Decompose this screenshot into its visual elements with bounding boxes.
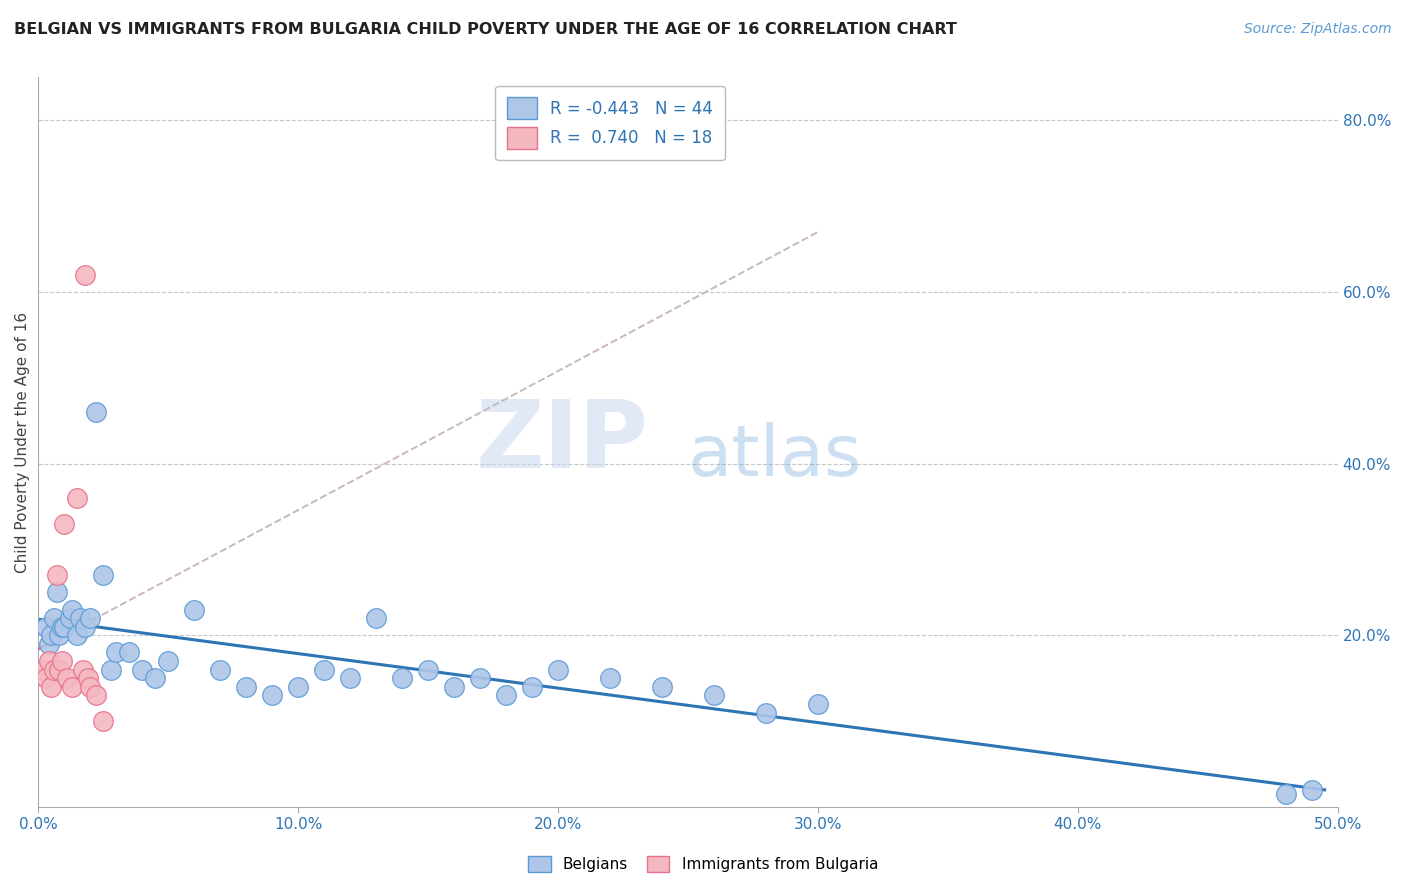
Point	[53, 620, 76, 634]
Point	[91, 714, 114, 728]
Point	[339, 671, 361, 685]
Point	[60, 602, 83, 616]
Point	[75, 620, 97, 634]
Point	[755, 706, 778, 720]
Point	[105, 645, 128, 659]
Point	[75, 268, 97, 282]
Point	[35, 620, 58, 634]
Point	[651, 680, 673, 694]
Point	[520, 680, 543, 694]
Y-axis label: Child Poverty Under the Age of 16: Child Poverty Under the Age of 16	[15, 311, 30, 573]
Point	[209, 663, 232, 677]
Point	[42, 611, 65, 625]
Point	[495, 689, 517, 703]
Point	[38, 637, 60, 651]
Point	[807, 697, 830, 711]
Point	[53, 516, 76, 531]
Point	[56, 671, 79, 685]
Point	[118, 645, 141, 659]
Point	[416, 663, 439, 677]
Point	[41, 628, 63, 642]
Point	[72, 663, 94, 677]
Point	[703, 689, 725, 703]
Point	[79, 680, 101, 694]
Point	[262, 689, 284, 703]
Point	[41, 680, 63, 694]
Point	[131, 663, 153, 677]
Point	[51, 620, 73, 634]
Legend: Belgians, Immigrants from Bulgaria: Belgians, Immigrants from Bulgaria	[520, 848, 886, 880]
Point	[76, 671, 98, 685]
Point	[48, 663, 70, 677]
Point	[235, 680, 257, 694]
Point	[100, 663, 122, 677]
Point	[366, 611, 388, 625]
Point	[314, 663, 336, 677]
Point	[35, 671, 58, 685]
Point	[42, 663, 65, 677]
Point	[45, 585, 67, 599]
Legend: R = -0.443   N = 44, R =  0.740   N = 18: R = -0.443 N = 44, R = 0.740 N = 18	[495, 86, 725, 161]
Point	[32, 663, 55, 677]
Point	[66, 628, 89, 642]
Point	[84, 689, 107, 703]
Point	[1301, 782, 1323, 797]
Point	[443, 680, 465, 694]
Point	[66, 491, 89, 505]
Point	[48, 628, 70, 642]
Point	[183, 602, 205, 616]
Point	[391, 671, 413, 685]
Point	[547, 663, 569, 677]
Point	[84, 405, 107, 419]
Point	[1274, 787, 1296, 801]
Point	[60, 680, 83, 694]
Point	[91, 568, 114, 582]
Point	[58, 611, 80, 625]
Point	[69, 611, 91, 625]
Text: BELGIAN VS IMMIGRANTS FROM BULGARIA CHILD POVERTY UNDER THE AGE OF 16 CORRELATIO: BELGIAN VS IMMIGRANTS FROM BULGARIA CHIL…	[14, 22, 957, 37]
Text: ZIP: ZIP	[477, 396, 650, 488]
Point	[38, 654, 60, 668]
Point	[599, 671, 621, 685]
Point	[143, 671, 166, 685]
Text: Source: ZipAtlas.com: Source: ZipAtlas.com	[1244, 22, 1392, 37]
Point	[45, 568, 67, 582]
Text: atlas: atlas	[688, 422, 862, 491]
Point	[468, 671, 491, 685]
Point	[51, 654, 73, 668]
Point	[79, 611, 101, 625]
Point	[157, 654, 180, 668]
Point	[287, 680, 309, 694]
